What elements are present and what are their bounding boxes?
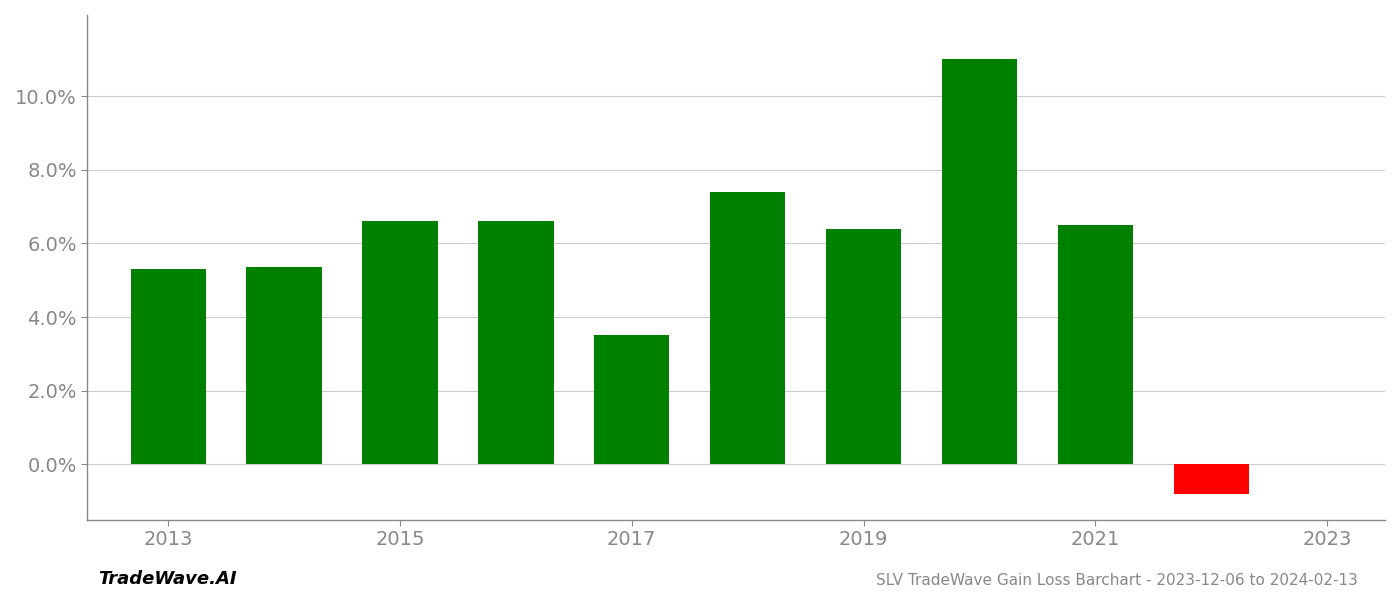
Bar [1173, 464, 1249, 494]
Bar [1057, 225, 1133, 464]
Bar [363, 221, 438, 464]
Text: TradeWave.AI: TradeWave.AI [98, 570, 237, 588]
Bar [594, 335, 669, 464]
Bar [942, 59, 1016, 464]
Bar [246, 267, 322, 464]
Bar [130, 269, 206, 464]
Bar [826, 229, 902, 464]
Bar [710, 192, 785, 464]
Text: SLV TradeWave Gain Loss Barchart - 2023-12-06 to 2024-02-13: SLV TradeWave Gain Loss Barchart - 2023-… [876, 573, 1358, 588]
Bar [479, 221, 553, 464]
